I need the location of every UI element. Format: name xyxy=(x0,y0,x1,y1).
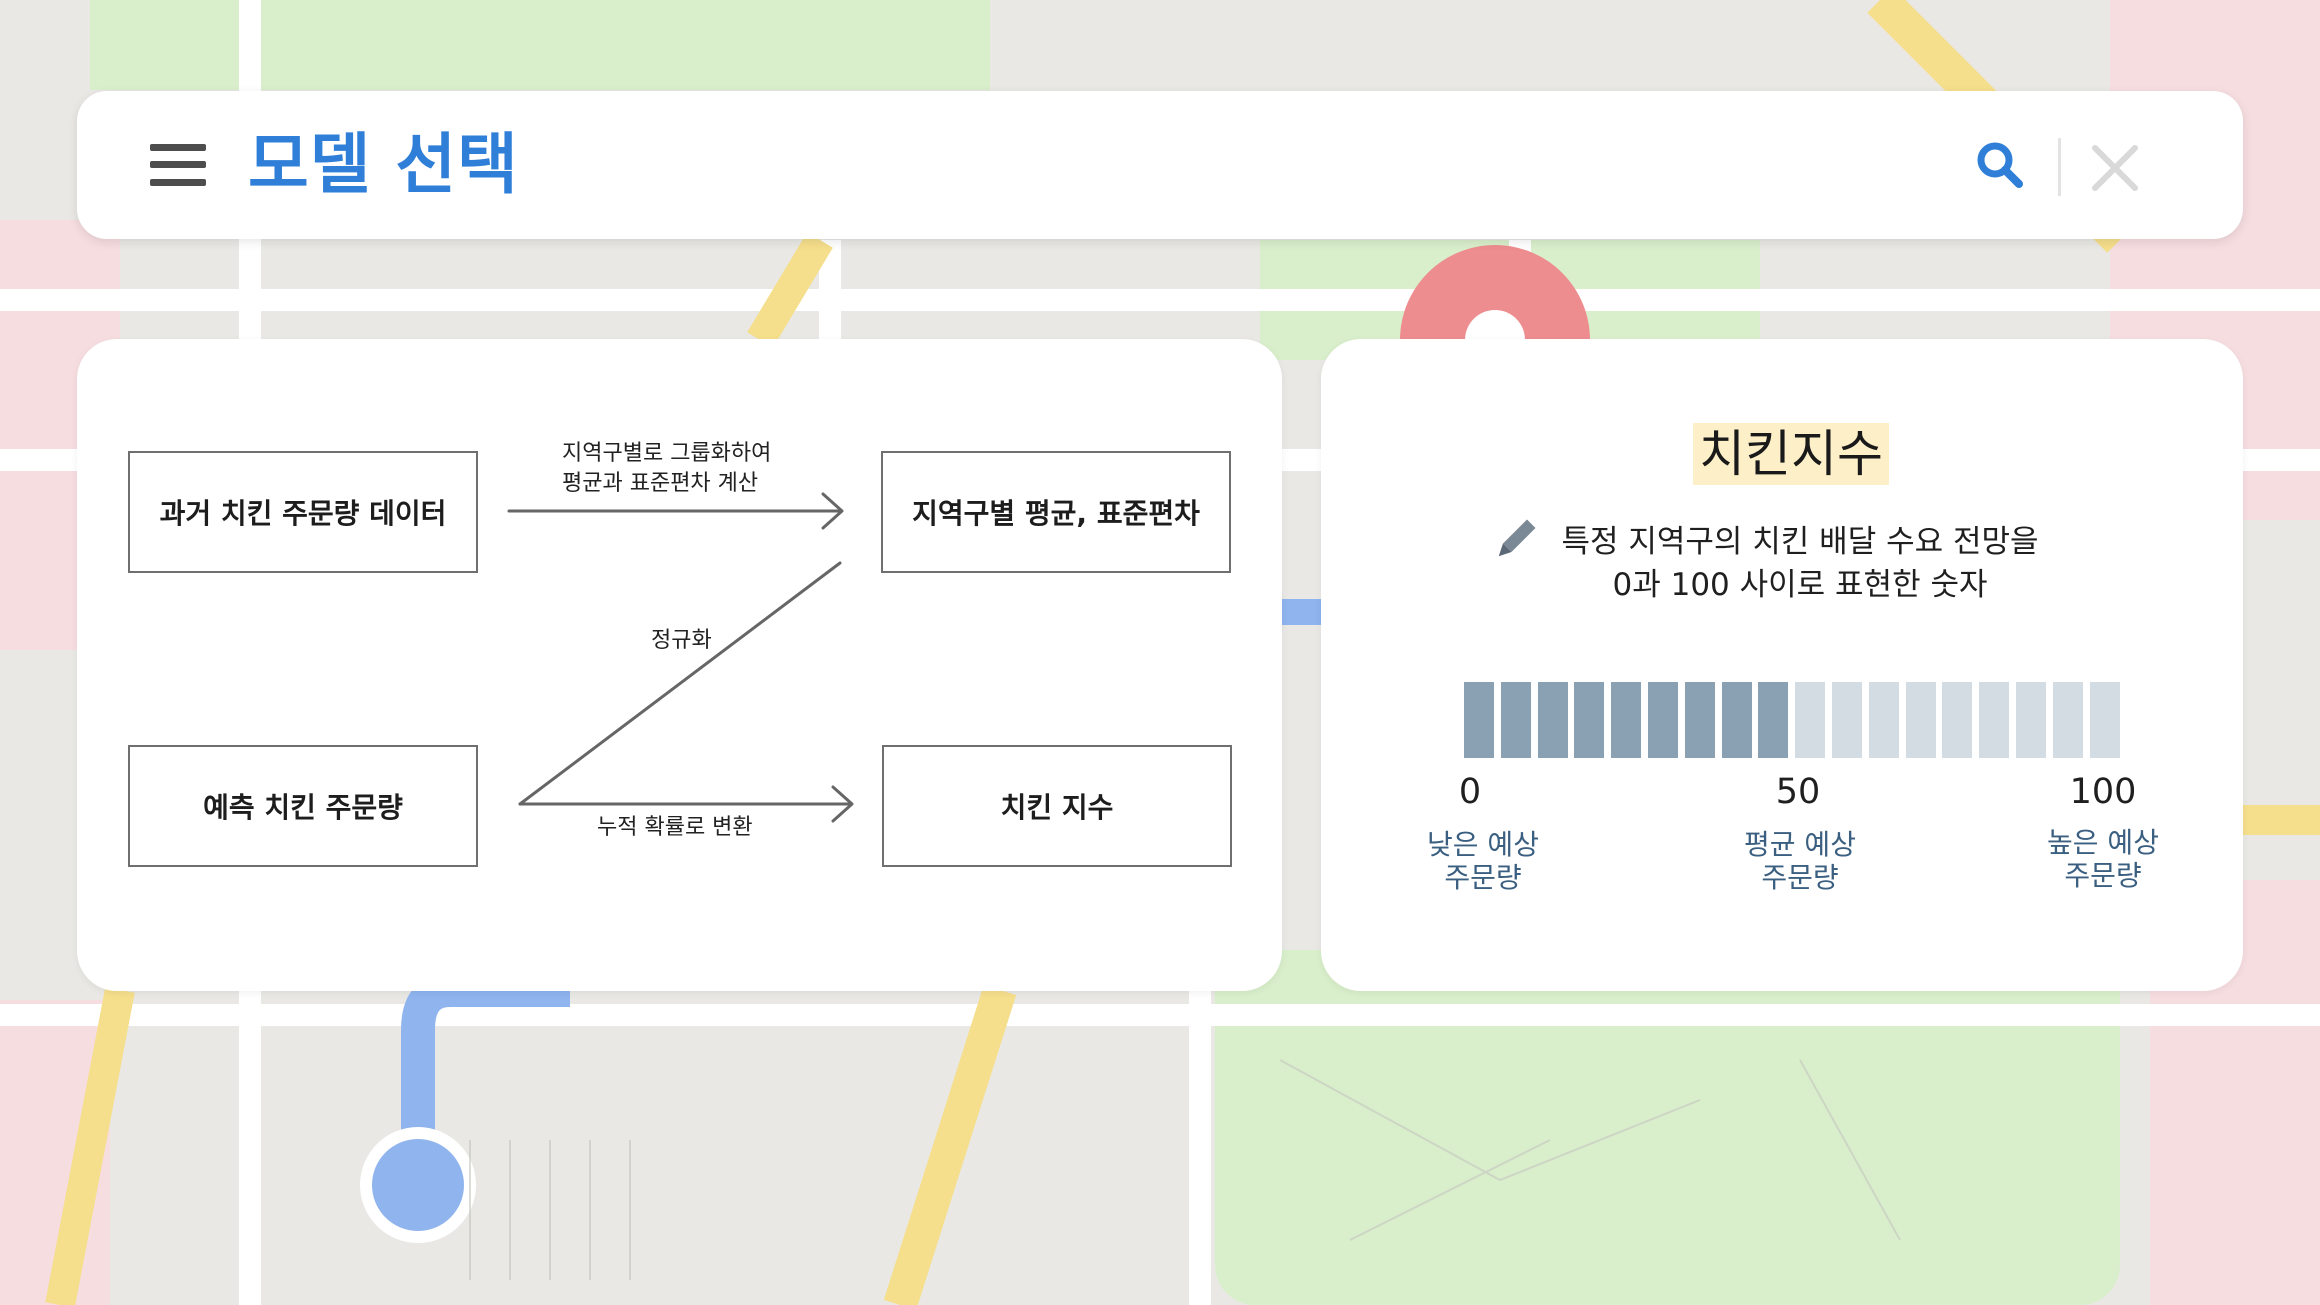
flow-arrows xyxy=(507,492,854,823)
gauge-segment xyxy=(1574,682,1604,758)
index-description-line1: 특정 지역구의 치킨 배달 수요 전망을 xyxy=(1561,524,2039,560)
tick-label-max: 100 xyxy=(2069,772,2137,812)
chicken-index-box: 치킨 지수 xyxy=(882,745,1232,867)
caption-low: 낮은 예상 주문량 xyxy=(1427,828,1539,894)
gauge-segment xyxy=(1538,682,1568,758)
caption-high: 높은 예상 주문량 xyxy=(2047,826,2159,892)
gauge-segment xyxy=(1758,682,1788,758)
tick-label-min: 0 xyxy=(1458,772,1482,812)
gauge-segment xyxy=(2090,682,2120,758)
history-data-label: 과거 치킨 주문량 데이터 xyxy=(159,497,447,530)
normalize-line xyxy=(518,561,842,806)
gauge-segment xyxy=(1648,682,1678,758)
page-title: 모델 선택 xyxy=(248,126,519,203)
normalize-label: 정규화 xyxy=(651,628,712,653)
gauge-segment xyxy=(2053,682,2083,758)
gauge-segment xyxy=(1795,682,1825,758)
flow-diagram-card xyxy=(77,339,1282,991)
pencil-icon xyxy=(1498,519,1536,557)
gauge-segment xyxy=(1501,682,1531,758)
search-icon[interactable] xyxy=(1975,140,2025,190)
gauge-segment xyxy=(1722,682,1752,758)
hamburger-menu-icon[interactable] xyxy=(150,143,206,187)
gauge-segment xyxy=(1685,682,1715,758)
history-data-box: 과거 치킨 주문량 데이터 xyxy=(128,451,478,573)
index-gauge xyxy=(1464,682,2120,758)
header-bar xyxy=(77,91,2243,239)
gauge-segment xyxy=(1979,682,2009,758)
region-stats-label: 지역구별 평균, 표준편차 xyxy=(912,497,1200,530)
gauge-segment xyxy=(2016,682,2046,758)
tick-label-mid: 50 xyxy=(1775,772,1821,812)
cumulative-arrow-head xyxy=(831,785,854,823)
gauge-segment xyxy=(1869,682,1899,758)
gauge-segment xyxy=(1832,682,1862,758)
gauge-segment xyxy=(1611,682,1641,758)
gauge-segment xyxy=(1464,682,1494,758)
header-divider xyxy=(2058,138,2061,196)
gauge-segment xyxy=(1942,682,1972,758)
caption-average: 평균 예상 주문량 xyxy=(1744,828,1856,894)
gauge-segment xyxy=(1906,682,1936,758)
predicted-orders-label: 예측 치킨 주문량 xyxy=(203,791,403,824)
index-description-line2: 0과 100 사이로 표현한 숫자 xyxy=(1612,567,1988,603)
group-arrow-label: 지역구별로 그룹화하여 평균과 표준편차 계산 xyxy=(562,441,772,496)
predicted-orders-box: 예측 치킨 주문량 xyxy=(128,745,478,867)
cumulative-label: 누적 확률로 변환 xyxy=(597,815,753,840)
chicken-index-label: 치킨 지수 xyxy=(1000,791,1114,824)
close-icon[interactable] xyxy=(2090,143,2140,193)
group-arrow-head xyxy=(821,492,844,530)
region-stats-box: 지역구별 평균, 표준편차 xyxy=(881,451,1231,573)
index-title: 치킨지수 xyxy=(1693,423,1889,485)
